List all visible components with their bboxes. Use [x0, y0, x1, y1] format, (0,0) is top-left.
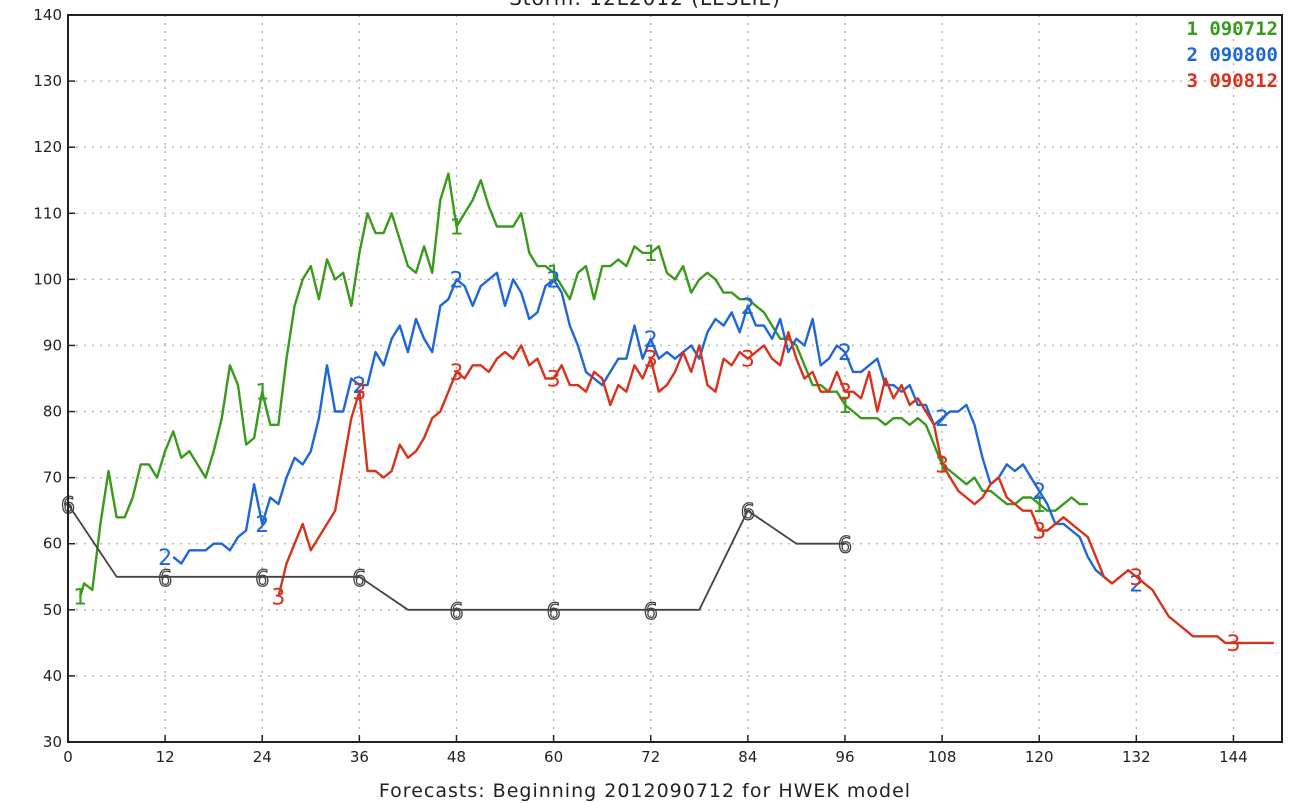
series-marker-1: 1 — [449, 215, 463, 240]
legend-marker: 3 — [1186, 70, 1197, 92]
series-marker-3: 3 — [271, 586, 285, 611]
y-tick-label: 40 — [43, 667, 62, 685]
y-tick-label: 140 — [33, 6, 62, 24]
series-marker-3: 3 — [1226, 632, 1240, 657]
series-marker-3: 3 — [644, 348, 658, 373]
y-tick-label: 110 — [33, 204, 62, 222]
legend-entry-3: 3 090812 — [1186, 70, 1278, 92]
y-tick-label: 120 — [33, 138, 62, 156]
legend-label: 090712 — [1209, 18, 1278, 40]
tick-layer: 0 12 24 36 48 60 72 84 96 108 120 132 14430405060708… — [33, 6, 1247, 766]
x-tick-label: 60 — [544, 748, 563, 766]
x-axis-label: Forecasts: Beginning 2012090712 for HWEK… — [379, 780, 911, 802]
series-marker-3: 3 — [741, 348, 755, 373]
series-marker-2: 2 — [741, 295, 755, 320]
series-line-2 — [172, 271, 1113, 585]
x-tick-label: 0 — [63, 748, 73, 766]
series-marker-2: 2 — [255, 513, 269, 538]
series-marker-3: 3 — [838, 381, 852, 406]
x-tick-label: 96 — [835, 748, 854, 766]
series-marker-1: 1 — [644, 242, 658, 267]
series-marker-1: 1 — [1032, 493, 1046, 518]
legend-label: 090800 — [1209, 44, 1278, 66]
series-marker-2: 2 — [449, 268, 463, 293]
legend-marker: 2 — [1186, 44, 1197, 66]
series-marker-2: 2 — [644, 328, 658, 353]
series-marker-6: 6 — [449, 600, 463, 625]
x-tick-label: 48 — [447, 748, 466, 766]
series-marker-6: 6 — [741, 501, 755, 526]
series-marker-1: 1 — [935, 453, 949, 478]
series-marker-2: 2 — [838, 341, 852, 366]
series-marker-6: 6 — [838, 534, 852, 559]
series-marker-1: 1 — [73, 586, 87, 611]
y-tick-label: 50 — [43, 601, 62, 619]
legend-entry-2: 2 090800 — [1186, 44, 1278, 66]
x-tick-label: 84 — [738, 748, 757, 766]
series-marker-2: 2 — [158, 546, 172, 571]
y-tick-label: 70 — [43, 469, 62, 487]
legend-entry-1: 1 090712 — [1186, 18, 1278, 40]
series-marker-2: 2 — [1129, 572, 1143, 597]
grid-layer — [68, 15, 1282, 742]
series-marker-1: 1 — [838, 394, 852, 419]
series-marker-2: 2 — [935, 407, 949, 432]
x-tick-label: 72 — [641, 748, 660, 766]
y-tick-label: 80 — [43, 403, 62, 421]
legend-label: 090812 — [1209, 70, 1278, 92]
x-tick-label: 120 — [1025, 748, 1054, 766]
series-marker-3: 3 — [449, 361, 463, 386]
legend: 1 090712 2 090800 3 090812 — [1186, 18, 1278, 92]
y-tick-label: 100 — [33, 270, 62, 288]
y-tick-label: 60 — [43, 535, 62, 553]
x-tick-label: 12 — [156, 748, 175, 766]
legend-marker: 1 — [1186, 18, 1197, 40]
chart-title: Storm: 12L2012 (LESLIE) — [509, 0, 781, 10]
series-marker-1: 1 — [547, 262, 561, 287]
x-tick-label: 24 — [253, 748, 272, 766]
series-marker-2: 2 — [352, 374, 366, 399]
plot-frame — [67, 14, 1283, 743]
series-marker-3: 3 — [935, 453, 949, 478]
series-line-3 — [277, 331, 1274, 645]
series-line-1 — [78, 172, 1088, 597]
x-tick-label: 132 — [1122, 748, 1151, 766]
series-marker-2: 2 — [547, 268, 561, 293]
x-tick-label: 108 — [928, 748, 957, 766]
y-tick-label: 130 — [33, 72, 62, 90]
series-marker-6: 6 — [547, 600, 561, 625]
x-tick-label: 36 — [350, 748, 369, 766]
series-marker-2: 2 — [1032, 480, 1046, 505]
series-marker-1: 1 — [255, 381, 269, 406]
series-marker-6: 6 — [644, 600, 658, 625]
y-tick-label: 30 — [43, 733, 62, 751]
series-marker-3: 3 — [352, 381, 366, 406]
series-marker-3: 3 — [547, 368, 561, 393]
x-tick-label: 144 — [1219, 748, 1248, 766]
series-layer — [67, 172, 1274, 645]
series-line-6 — [67, 503, 845, 611]
series-marker-6: 6 — [352, 567, 366, 592]
series-marker-3: 3 — [1032, 520, 1046, 545]
series-marker-6: 6 — [255, 567, 269, 592]
y-tick-label: 90 — [43, 336, 62, 354]
series-marker-3: 3 — [1129, 566, 1143, 591]
series-marker-6: 6 — [158, 567, 172, 592]
